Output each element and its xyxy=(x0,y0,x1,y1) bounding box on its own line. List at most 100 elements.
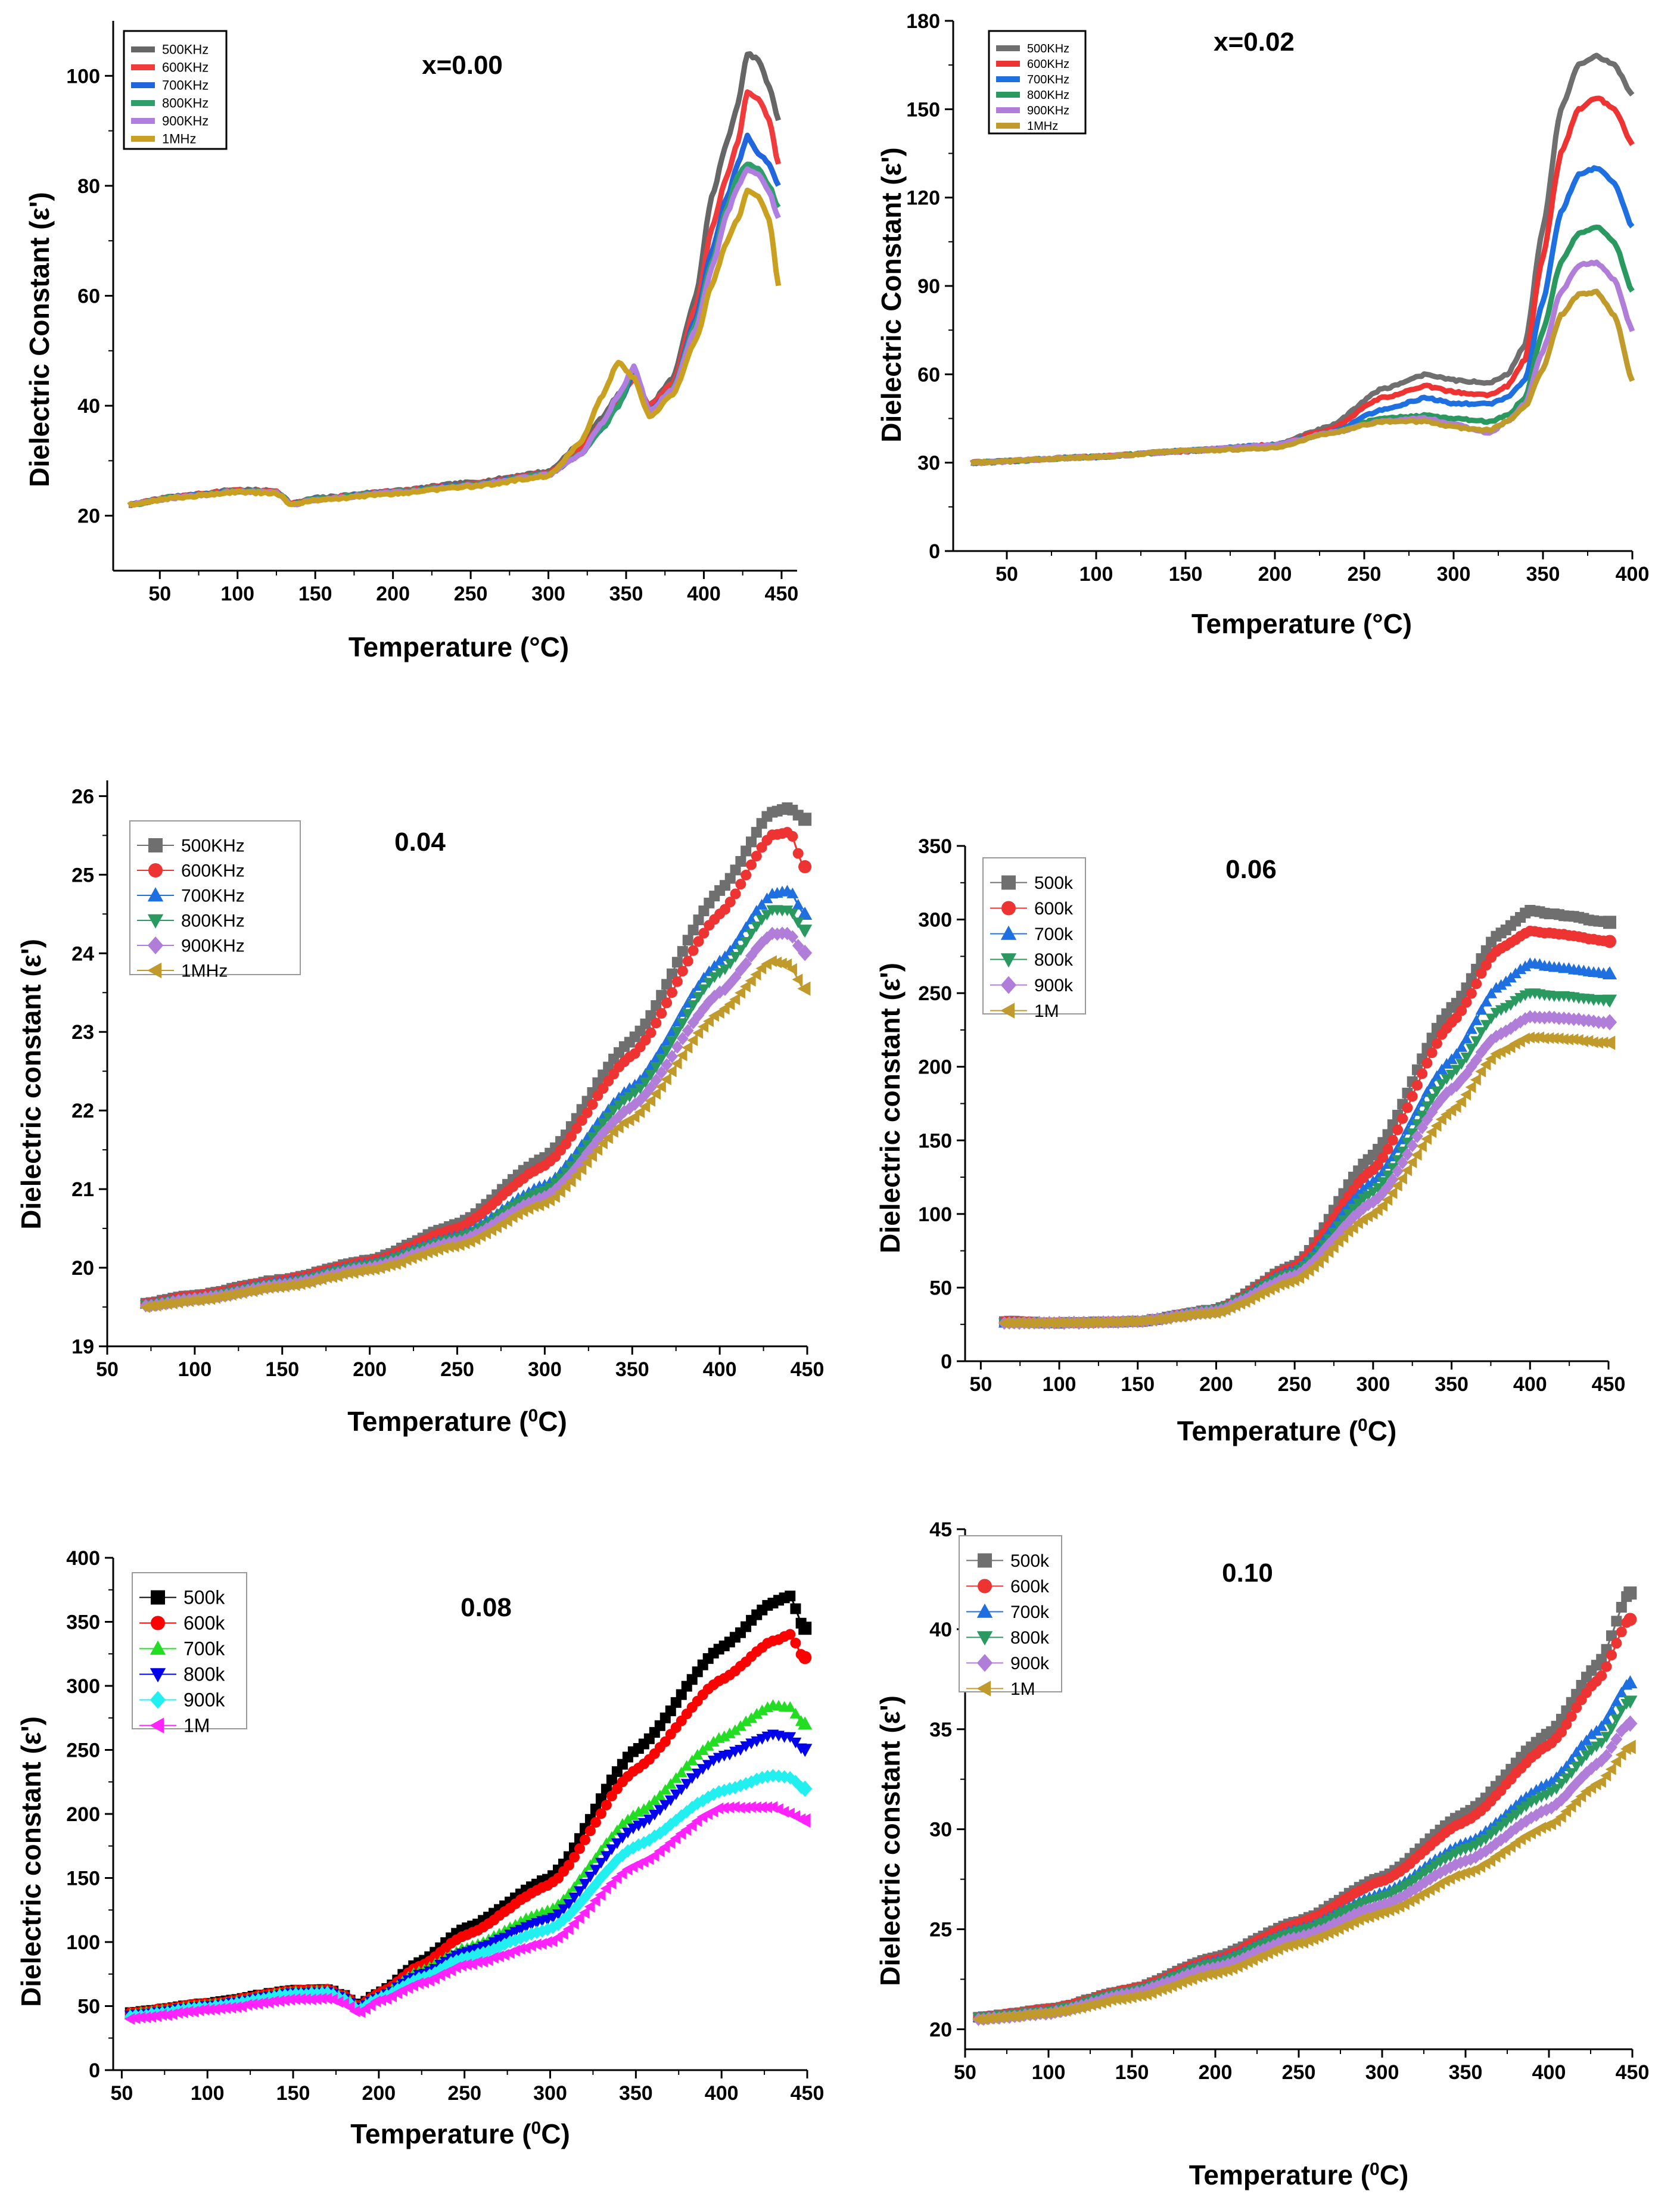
data-point xyxy=(648,1850,659,1862)
data-point xyxy=(1435,1113,1446,1125)
legend-label: 1MHz xyxy=(1027,120,1058,133)
data-point xyxy=(1480,1834,1492,1845)
data-point xyxy=(734,1801,745,1814)
data-point xyxy=(1560,1805,1572,1818)
data-point xyxy=(595,1889,606,1902)
data-point xyxy=(1358,1903,1371,1917)
legend-label: 600k xyxy=(1010,1577,1050,1597)
data-point xyxy=(784,1732,797,1743)
data-point xyxy=(252,1284,263,1296)
data-point xyxy=(698,1020,709,1033)
data-point xyxy=(761,1801,773,1813)
legend-marker xyxy=(976,1654,993,1672)
data-point xyxy=(578,1906,590,1919)
data-point xyxy=(1581,1734,1592,1745)
data-point xyxy=(1391,1180,1402,1192)
data-point xyxy=(1135,1989,1147,2002)
data-point xyxy=(1561,1719,1572,1730)
data-point xyxy=(655,1066,668,1079)
data-point xyxy=(1623,1613,1637,1626)
data-point xyxy=(1595,1738,1608,1749)
data-point xyxy=(558,1904,570,1915)
data-point xyxy=(707,1735,720,1747)
x-tick-label: 400 xyxy=(703,1358,737,1381)
data-point xyxy=(1136,1315,1147,1327)
y-tick-label: 200 xyxy=(918,1056,952,1079)
data-point xyxy=(1018,1317,1029,1330)
x-tick-label: 50 xyxy=(954,2061,976,2084)
data-point xyxy=(661,1045,673,1057)
legend-label: 500KHz xyxy=(162,42,209,57)
legend-label: 700KHz xyxy=(162,78,209,93)
data-point xyxy=(616,1849,629,1862)
data-point xyxy=(1602,994,1617,1008)
data-point xyxy=(698,928,710,939)
data-point xyxy=(671,957,683,968)
data-point xyxy=(1034,2008,1046,2020)
data-point xyxy=(1555,1811,1566,1823)
data-point xyxy=(977,2013,988,2025)
data-point xyxy=(998,2011,1009,2024)
data-point xyxy=(1363,1902,1376,1916)
data-point xyxy=(750,921,763,932)
data-point xyxy=(563,1859,574,1871)
data-point xyxy=(294,1278,306,1290)
data-point xyxy=(349,2005,360,2018)
data-point xyxy=(1426,1093,1438,1104)
data-point xyxy=(629,1111,640,1123)
data-point xyxy=(659,1736,671,1747)
data-point xyxy=(1357,1201,1370,1215)
data-point xyxy=(1362,1197,1374,1212)
data-point xyxy=(1600,1748,1613,1763)
data-point xyxy=(1480,960,1492,971)
data-point xyxy=(740,1715,752,1726)
data-point xyxy=(241,1999,253,2011)
data-point xyxy=(713,1802,724,1815)
data-point xyxy=(735,879,746,890)
y-tick-label: 100 xyxy=(918,1203,952,1226)
data-point xyxy=(616,1818,629,1829)
data-point xyxy=(745,1801,756,1813)
x-axis-title-head: Temperature ( xyxy=(1189,2159,1370,2190)
data-point xyxy=(592,1125,604,1137)
data-point xyxy=(613,1100,625,1112)
data-point xyxy=(1557,1033,1569,1045)
data-point xyxy=(686,1773,698,1784)
panel-title: x=0.00 xyxy=(422,51,503,80)
data-point xyxy=(755,898,768,910)
data-point xyxy=(702,1739,714,1751)
data-point xyxy=(1520,1814,1532,1828)
data-point xyxy=(798,944,813,961)
data-point xyxy=(1543,1032,1554,1044)
data-point xyxy=(172,1296,183,1309)
data-point xyxy=(789,1775,802,1788)
data-point xyxy=(596,1137,608,1150)
data-point xyxy=(1538,1032,1550,1044)
data-point xyxy=(579,1879,591,1890)
data-point xyxy=(363,1264,375,1276)
panel-title: 0.08 xyxy=(461,1593,512,1622)
data-point xyxy=(751,851,762,862)
data-point xyxy=(1125,1991,1137,2003)
data-point xyxy=(1578,1035,1589,1047)
data-point xyxy=(579,1834,590,1846)
legend-label: 800KHz xyxy=(162,96,209,111)
data-point xyxy=(702,1790,714,1804)
data-point xyxy=(660,1073,671,1085)
data-point xyxy=(776,957,787,970)
data-point xyxy=(581,1140,593,1151)
data-point xyxy=(1470,1053,1483,1067)
data-point xyxy=(1392,1164,1404,1178)
data-point xyxy=(692,1027,704,1039)
x-tick-label: 100 xyxy=(1079,563,1113,586)
panel-title: 0.06 xyxy=(1225,855,1277,884)
x-tick-label: 350 xyxy=(609,583,643,605)
data-point xyxy=(1367,1195,1379,1209)
data-point xyxy=(637,1803,650,1815)
data-point xyxy=(530,1938,542,1950)
data-point xyxy=(682,1009,694,1020)
data-point xyxy=(703,978,715,989)
x-axis-title: Temperature (°C) xyxy=(349,631,569,662)
data-point xyxy=(1603,916,1616,929)
data-point xyxy=(792,973,803,986)
